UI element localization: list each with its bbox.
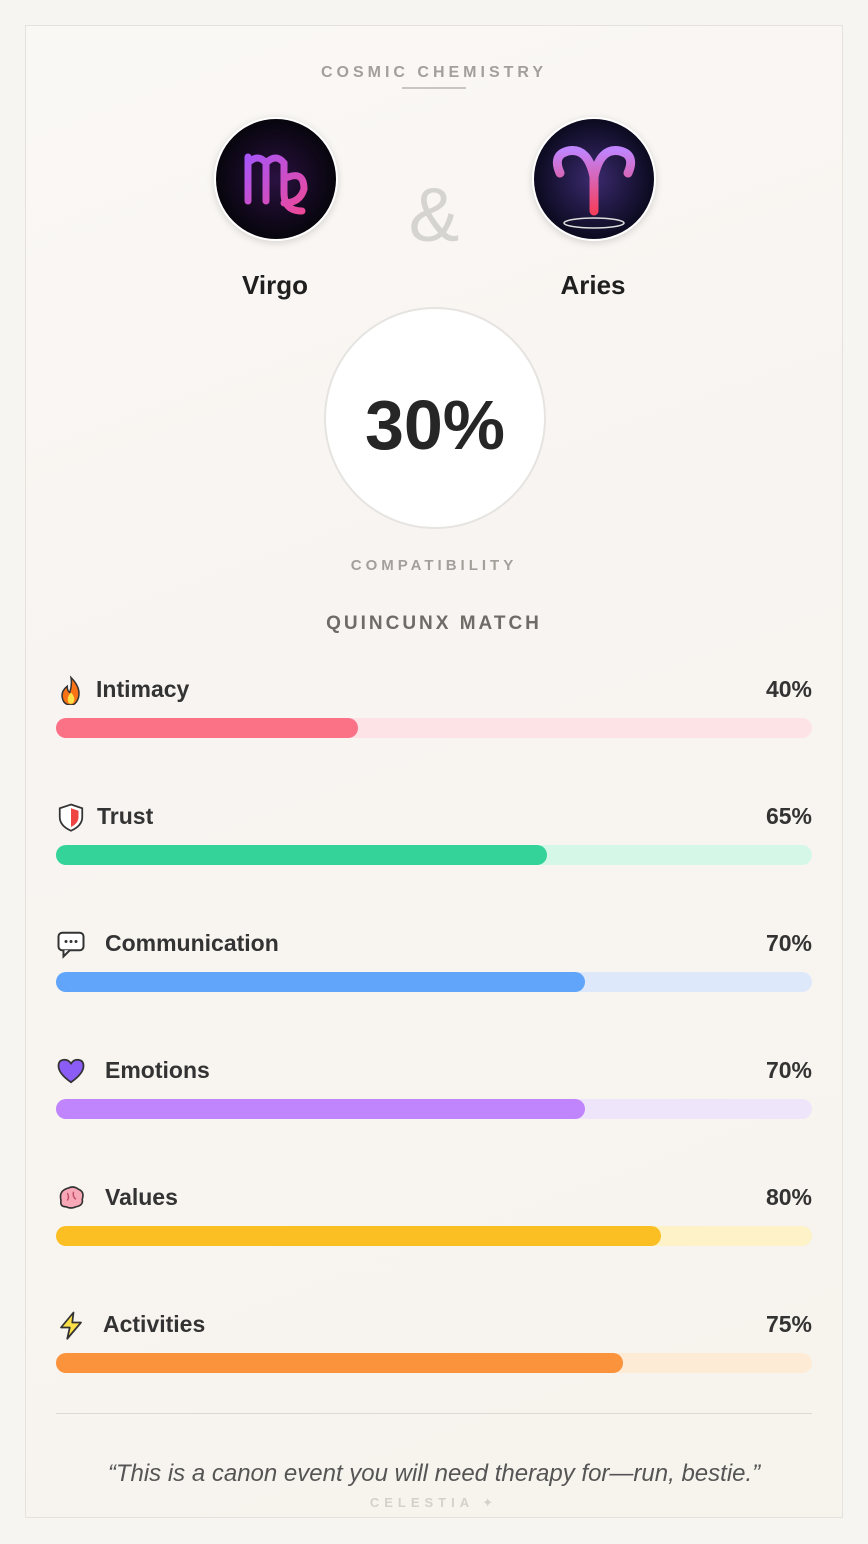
score: 30%: [364, 386, 506, 464]
metric-label: Activities: [103, 1311, 206, 1337]
metric-value: 70%: [765, 1057, 812, 1083]
metric-icon: [56, 1310, 86, 1340]
aries-art: [534, 119, 654, 239]
aries-image: [532, 117, 656, 241]
metric-label: Values: [105, 1184, 178, 1210]
divider: [56, 1413, 812, 1414]
metric-value: 75%: [765, 1311, 812, 1337]
icon: [57, 1058, 85, 1084]
bar: [56, 1226, 661, 1246]
sign-name: Virgo: [242, 270, 308, 300]
metric-value: 65%: [765, 803, 812, 829]
icon: [59, 1186, 84, 1209]
metric-label: Emotions: [105, 1057, 210, 1083]
metric-label: Communication: [105, 930, 279, 956]
metric-icon: [56, 1056, 86, 1086]
metric-value: 80%: [765, 1184, 812, 1210]
match-type: QUINCUNX MATCH: [326, 613, 542, 634]
metric-value: 40%: [765, 676, 812, 702]
metric-label: Trust: [97, 803, 154, 829]
bar: [56, 1353, 623, 1373]
quote: “This is a canon event you will need the…: [107, 1460, 761, 1487]
bar: [56, 1099, 586, 1119]
virgo-art: [216, 119, 336, 239]
card: [25, 25, 843, 1518]
metric-icon: [56, 929, 86, 959]
metric-icon: [56, 1183, 86, 1213]
metric-icon: [56, 675, 86, 706]
metric-value: 70%: [765, 930, 812, 956]
icon: [57, 931, 85, 959]
score-caption: COMPATIBILITY: [350, 557, 518, 574]
bar: [56, 972, 586, 992]
footer: CELESTIA ✦: [369, 1495, 499, 1510]
bar: [56, 845, 548, 865]
title: COSMIC CHEMISTRY: [320, 64, 548, 81]
virgo-image: [214, 117, 338, 241]
icon: [61, 675, 80, 706]
icon: [60, 1311, 82, 1340]
ampersand: &: [408, 173, 460, 258]
metric-label: Intimacy: [96, 676, 190, 702]
metric-icon: [56, 802, 86, 832]
icon: [58, 803, 84, 832]
sign-name: Aries: [560, 270, 626, 300]
score-ring: [324, 307, 546, 529]
bar: [56, 718, 359, 738]
title-underline: [402, 87, 466, 89]
